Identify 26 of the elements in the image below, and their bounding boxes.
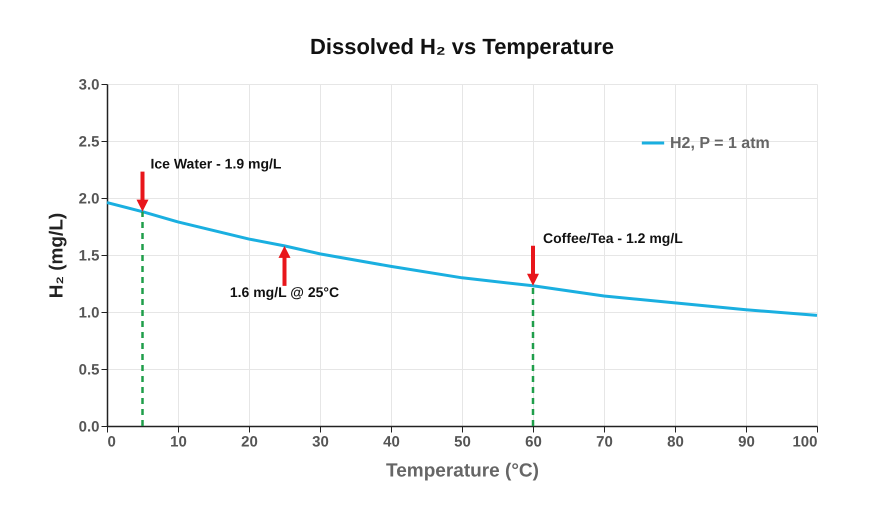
legend-label: H2, P = 1 atm [670,135,770,152]
chart-title: Dissolved H₂ vs Temperature [310,34,614,59]
x-tick-label: 90 [738,434,755,450]
y-tick-label: 2.0 [78,190,100,208]
line-series [106,201,818,317]
x-tick-label: 10 [170,434,187,450]
x-tick-label: 40 [383,434,400,450]
annotation: Ice Water - 1.9 mg/L [150,156,282,172]
x-tick-label: 100 [792,434,818,450]
x-tick-label: 80 [667,434,684,450]
y-tick-label: 3.0 [78,76,100,94]
y-axis-title: H₂ (mg/L) [46,212,68,298]
x-tick-label: 60 [525,434,542,450]
annotation: Coffee/Tea - 1.2 mg/L [543,230,684,246]
annotation: 1.6 mg/L @ 25°C [230,284,340,300]
y-tick-label: 1.5 [78,248,100,264]
y-tick-label: 1.0 [78,304,100,322]
x-tick-label: 0 [108,434,116,450]
x-tick-label: 20 [241,434,258,450]
x-axis-title: Temperature (°C) [386,460,539,482]
y-tick-label: 2.5 [78,134,100,150]
x-tick-label: 70 [596,434,613,450]
y-tick-label: 0.0 [78,418,100,436]
x-tick-label: 50 [454,434,471,450]
y-tick-label: 0.5 [78,362,100,378]
x-tick-label: 30 [312,434,329,450]
